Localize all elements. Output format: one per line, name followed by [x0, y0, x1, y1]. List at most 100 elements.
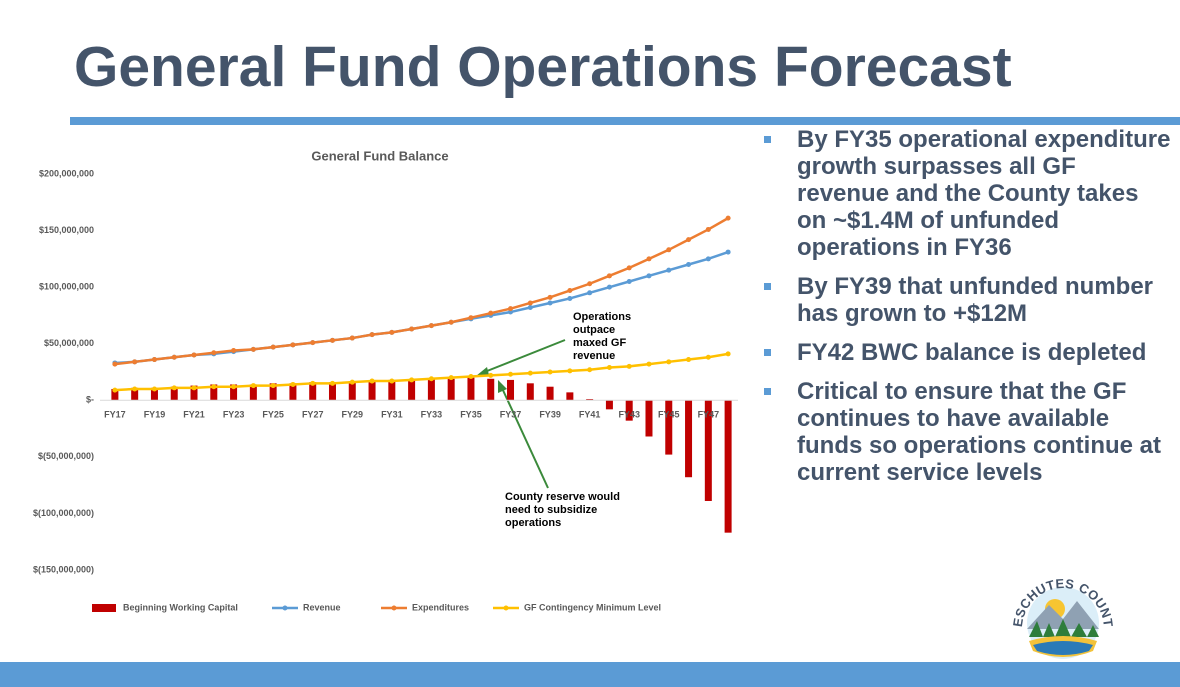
point [646, 273, 652, 279]
point [705, 354, 711, 360]
legend-marker [503, 605, 509, 611]
arrow [501, 387, 549, 489]
x-tick-label: FY35 [460, 409, 482, 419]
point [527, 305, 533, 311]
point [606, 284, 612, 290]
bar [210, 384, 218, 401]
point [606, 364, 612, 370]
point [310, 380, 316, 386]
annotation: Operations outpace maxed GF revenue [573, 311, 632, 362]
point [250, 346, 256, 352]
legend-marker [391, 605, 397, 611]
legend-marker [282, 605, 288, 611]
chart-title: General Fund Balance [311, 148, 448, 163]
point [329, 380, 335, 386]
point [171, 354, 177, 360]
y-tick-label: $(150,000,000) [33, 564, 94, 574]
point [112, 361, 118, 367]
x-tick-label: FY19 [144, 409, 166, 419]
annotation: County reserve would need to subsidize o… [505, 491, 620, 529]
point [389, 378, 395, 384]
point [686, 237, 692, 243]
x-tick-label: FY27 [302, 409, 324, 419]
point [448, 319, 454, 325]
bullet: FY42 BWC balance is depleted [762, 339, 1172, 366]
line [114, 352, 729, 392]
bar [487, 378, 495, 401]
footer-bar [0, 662, 1180, 687]
point [132, 386, 138, 392]
point [547, 369, 553, 375]
logo: DESCHUTES COUNTY [1010, 576, 1115, 659]
bar [586, 399, 594, 401]
point [488, 310, 494, 316]
point [329, 337, 335, 343]
bullet-list: By FY35 operational expenditure growth s… [762, 126, 1172, 498]
point [428, 376, 434, 382]
bar [645, 400, 653, 437]
point [270, 344, 276, 350]
bar [249, 384, 257, 401]
bar [427, 378, 435, 401]
point [211, 350, 217, 356]
x-tick-label: FY43 [618, 409, 640, 419]
point [250, 383, 256, 389]
point [587, 281, 593, 287]
point [587, 290, 593, 296]
point [151, 386, 157, 392]
point [646, 361, 652, 367]
point [547, 300, 553, 306]
point [587, 367, 593, 373]
point [666, 267, 672, 273]
point [725, 215, 731, 221]
bar [328, 382, 336, 401]
bar [348, 381, 356, 401]
bar [447, 378, 455, 401]
arrow [481, 339, 566, 374]
bar [230, 384, 238, 401]
bar [704, 400, 712, 501]
point [132, 359, 138, 365]
point [567, 295, 573, 301]
point [567, 288, 573, 294]
legend-label: Revenue [303, 602, 341, 612]
bar [170, 386, 178, 401]
bar [566, 392, 574, 401]
y-tick-label: $200,000,000 [39, 168, 94, 178]
bar [526, 383, 534, 401]
point [626, 363, 632, 369]
point [725, 249, 731, 255]
bar [131, 387, 139, 401]
y-tick-label: $(100,000,000) [33, 508, 94, 518]
slide-title: General Fund Operations Forecast [74, 35, 1012, 99]
point [468, 374, 474, 380]
point [270, 383, 276, 389]
y-tick-label: $- [86, 395, 94, 405]
bar [408, 379, 416, 401]
legend-label: Beginning Working Capital [123, 602, 238, 612]
point [527, 300, 533, 306]
point [409, 326, 415, 332]
bar [269, 383, 277, 401]
point [567, 368, 573, 374]
bar [368, 381, 376, 401]
x-tick-label: FY29 [342, 409, 364, 419]
x-tick-label: FY25 [262, 409, 284, 419]
x-tick-label: FY21 [183, 409, 205, 419]
bar [724, 400, 732, 533]
y-tick-label: $(50,000,000) [38, 451, 94, 461]
point [310, 340, 316, 346]
point [468, 315, 474, 321]
point [389, 329, 395, 335]
point [349, 379, 355, 385]
bar [605, 400, 613, 410]
arrowhead [498, 380, 507, 393]
bullet: By FY39 that unfunded number has grown t… [762, 273, 1172, 327]
point [409, 377, 415, 383]
point [666, 359, 672, 365]
point [508, 306, 514, 312]
x-tick-label: FY37 [500, 409, 522, 419]
bar [190, 385, 198, 401]
